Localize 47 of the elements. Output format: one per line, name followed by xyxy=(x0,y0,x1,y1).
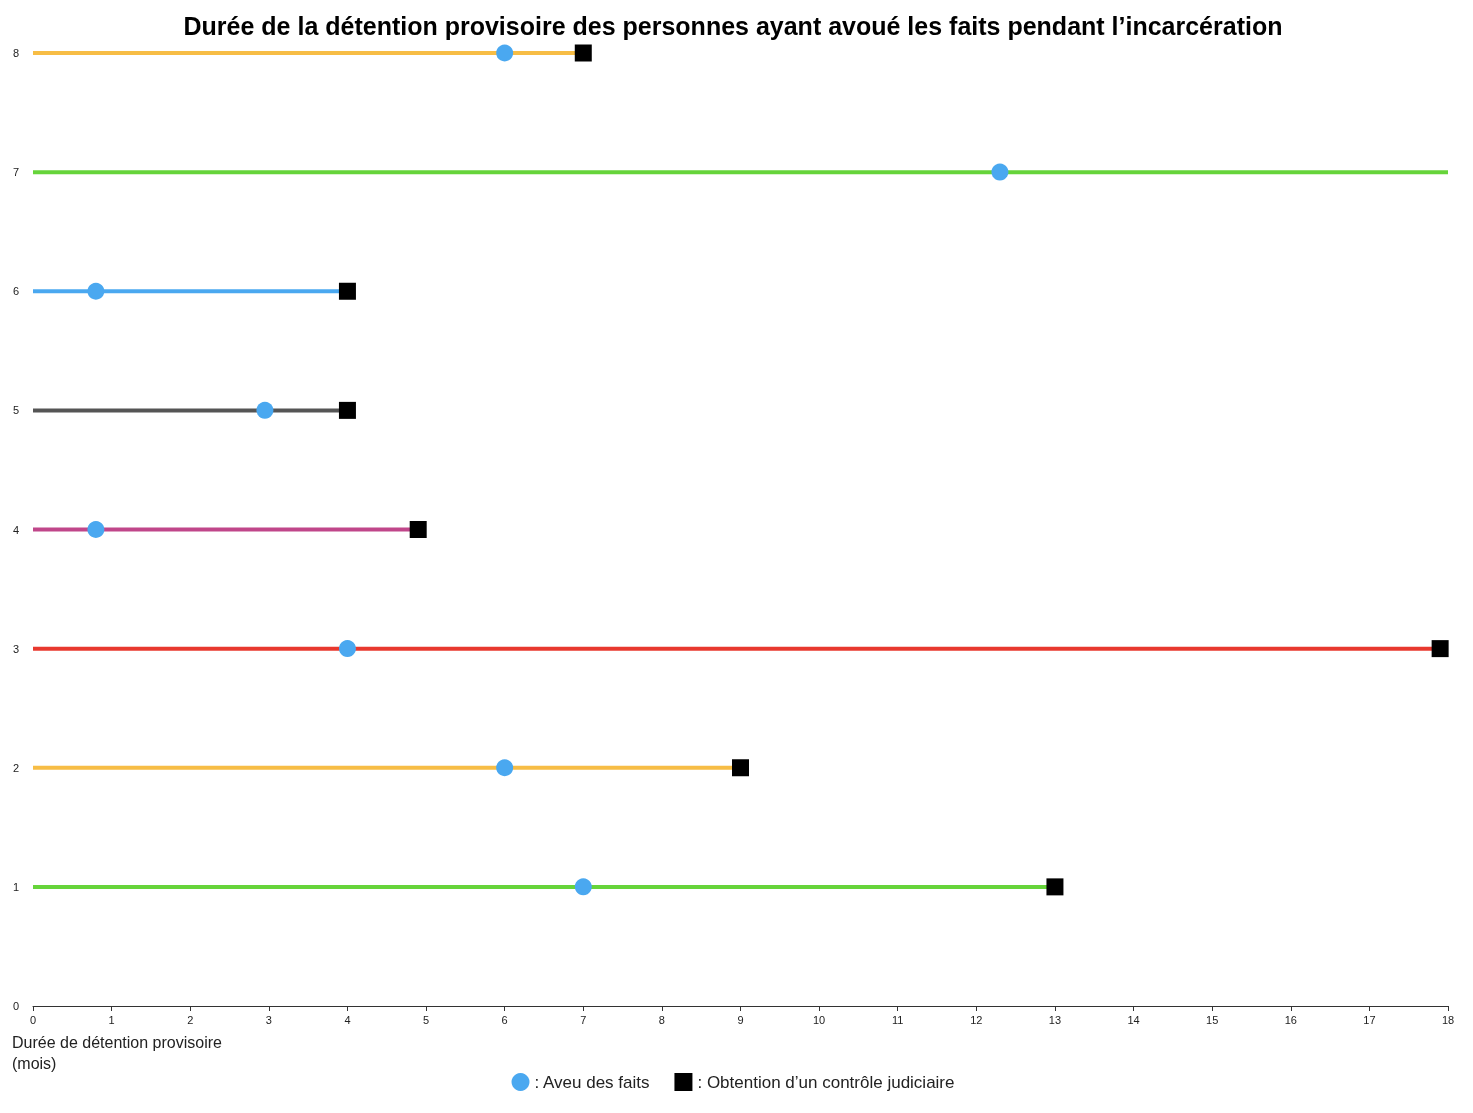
point xyxy=(338,401,356,419)
x-tick-label: 4 xyxy=(344,1013,351,1026)
y-tick-label: 7 xyxy=(12,166,19,179)
x-tick-label: 1 xyxy=(108,1013,115,1026)
point xyxy=(87,521,105,538)
y-tick-label: 3 xyxy=(12,642,19,655)
x-axis-title: Durée de détention provisoire (mois) xyxy=(12,1034,223,1072)
x-tick-label: 15 xyxy=(1206,1013,1219,1026)
point xyxy=(991,163,1009,181)
point xyxy=(338,282,356,300)
point xyxy=(496,759,514,777)
x-tick-label: 12 xyxy=(970,1013,983,1026)
point xyxy=(574,44,592,62)
point xyxy=(1431,640,1449,658)
y-tick-label: 5 xyxy=(12,404,19,417)
chart-title: Durée de la détention provisoire des personnes ayant avoué les faits pendant l’incarcération xyxy=(183,11,1283,40)
x-tick-label: 2 xyxy=(187,1013,194,1026)
x-tick-label: 8 xyxy=(658,1013,665,1026)
x-tick-label: 13 xyxy=(1048,1013,1062,1026)
y-tick-label: 2 xyxy=(12,761,19,774)
point xyxy=(338,640,356,658)
x-tick-label: 16 xyxy=(1284,1013,1297,1026)
x-tick-label: 18 xyxy=(1441,1013,1455,1026)
y-tick-label: 6 xyxy=(12,285,19,298)
x-tick-label: 7 xyxy=(580,1013,587,1026)
legend-label: : Obtention d’un contrôle judiciaire xyxy=(697,1072,955,1092)
y-tick-label: 0 xyxy=(12,1000,19,1012)
x-tick-label: 17 xyxy=(1363,1013,1376,1026)
point xyxy=(409,521,427,538)
x-tick-label: 9 xyxy=(737,1013,744,1026)
point xyxy=(1046,878,1064,896)
y-tick-label: 8 xyxy=(12,47,19,59)
legend-label: : Aveu des faits xyxy=(534,1072,650,1092)
x-tick-label: 6 xyxy=(501,1013,508,1026)
point xyxy=(87,282,105,300)
y-tick-label: 1 xyxy=(12,880,19,893)
point xyxy=(256,401,274,419)
x-tick-label: 11 xyxy=(892,1013,904,1026)
x-tick-label: 0 xyxy=(29,1013,37,1026)
x-tick-label: 5 xyxy=(422,1013,430,1026)
point xyxy=(732,759,749,777)
x-tick-label: 10 xyxy=(812,1013,826,1026)
x-tick-label: 3 xyxy=(265,1013,272,1026)
x-tick-label: 14 xyxy=(1127,1013,1140,1026)
point xyxy=(496,44,514,62)
y-tick-label: 4 xyxy=(12,523,19,536)
point xyxy=(574,878,592,896)
